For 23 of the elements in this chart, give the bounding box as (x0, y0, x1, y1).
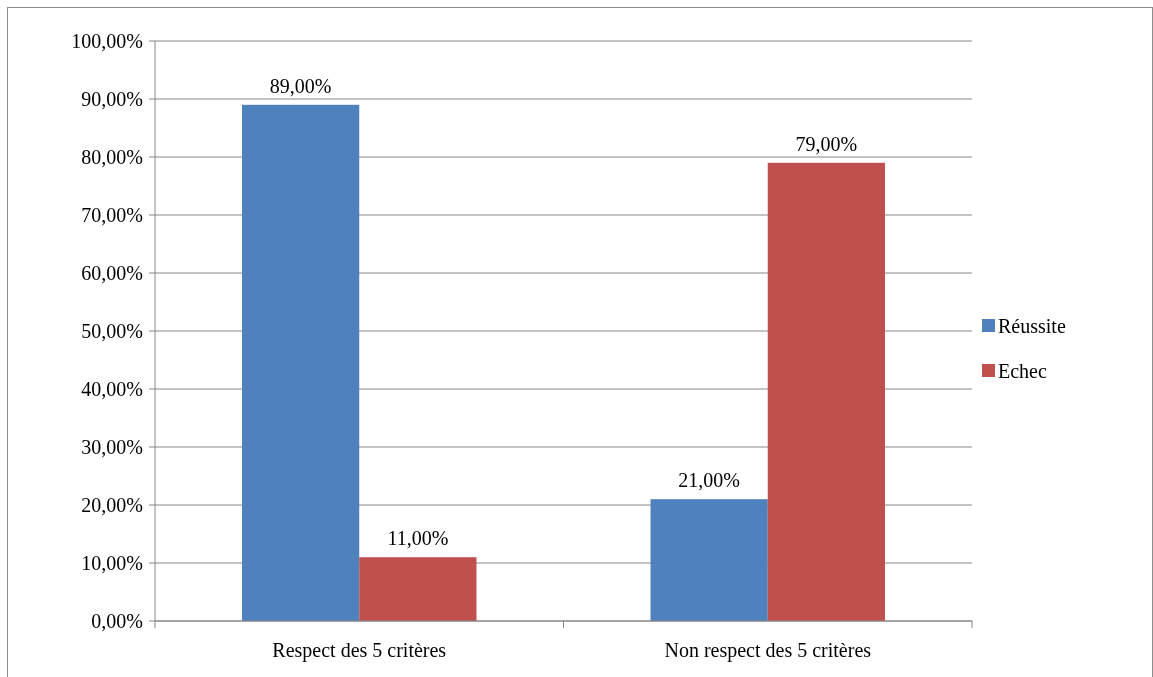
y-tick-label: 90,00% (81, 88, 143, 110)
data-label: 11,00% (387, 527, 449, 550)
y-tick-label: 20,00% (81, 494, 143, 516)
y-tick-label: 0,00% (91, 610, 143, 632)
y-tick-label: 10,00% (81, 552, 143, 574)
y-tick-label: 80,00% (81, 146, 143, 168)
bar (242, 104, 360, 621)
legend-label: Echec (998, 360, 1047, 382)
y-tick-label: 40,00% (81, 378, 143, 400)
y-tick-label: 60,00% (81, 262, 143, 284)
y-tick-label: 100,00% (71, 30, 143, 52)
data-label: 21,00% (678, 469, 740, 492)
bar (650, 499, 768, 621)
y-tick-label: 50,00% (81, 320, 143, 342)
bar (359, 557, 477, 621)
x-tick-label: Respect des 5 critères (272, 639, 447, 662)
x-tick-label: Non respect des 5 critères (664, 639, 872, 662)
legend-label: Réussite (998, 315, 1066, 337)
data-label: 79,00% (795, 132, 858, 155)
y-tick-label: 30,00% (81, 436, 143, 458)
y-tick-label: 70,00% (81, 204, 143, 226)
data-label: 89,00% (269, 74, 332, 97)
bar (767, 162, 885, 621)
